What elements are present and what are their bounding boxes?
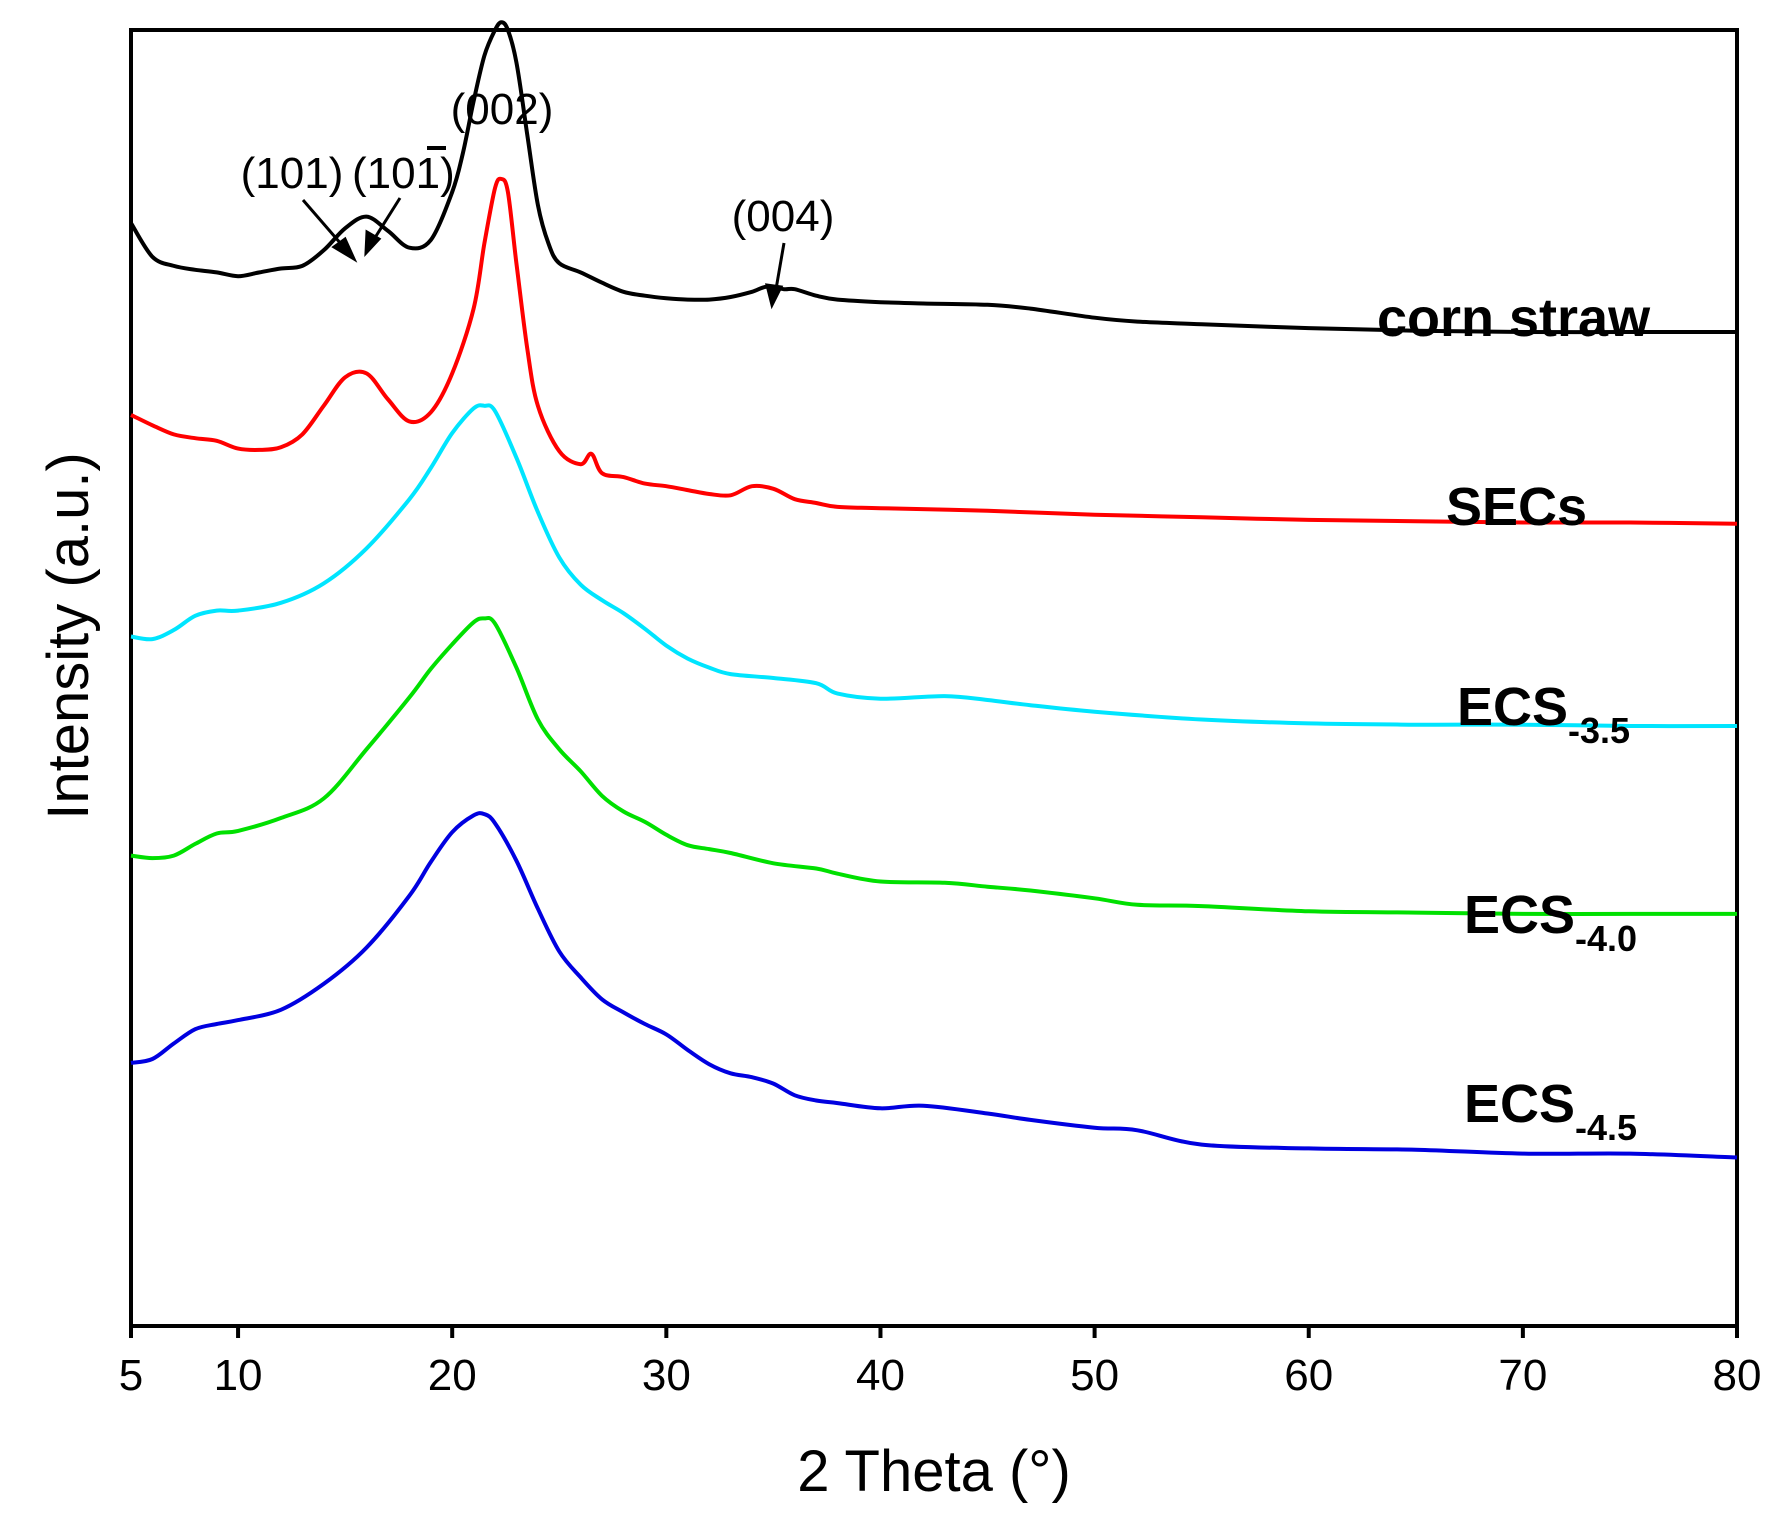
series-label-ecs-4-0: ECS-4.0 — [1464, 885, 1637, 959]
series-layer — [129, 20, 1738, 1160]
annotation-004: (004) — [732, 192, 835, 241]
annotation-10-1bar-digit: 1 — [416, 149, 440, 198]
x-tick-label-20: 20 — [428, 1351, 477, 1400]
x-tick-label-5: 5 — [119, 1351, 143, 1400]
x-tick-label-10: 10 — [214, 1351, 263, 1400]
series-line-secs — [130, 176, 1738, 526]
series-label-corn-straw: corn straw — [1377, 288, 1651, 348]
series-label-ecs-4-0-main: ECS — [1464, 885, 1575, 945]
x-axis: 5 10 20 30 40 50 60 70 80 — [119, 1326, 1762, 1400]
y-axis-title: Intensity (a.u.) — [36, 452, 101, 819]
annotation-arrows — [301, 197, 786, 310]
annotation-10-1bar-prefix: (10 — [352, 149, 416, 198]
series-line-corn-straw — [129, 20, 1737, 335]
x-tick-label-40: 40 — [856, 1351, 905, 1400]
series-label-ecs-4-5: ECS-4.5 — [1464, 1074, 1637, 1148]
x-tick-label-50: 50 — [1070, 1351, 1119, 1400]
annotation-10-1bar: (101) — [352, 149, 455, 198]
x-tick-label-60: 60 — [1284, 1351, 1333, 1400]
series-label-ecs-4-0-sub: -4.0 — [1575, 918, 1637, 959]
annotation-10-1bar-close: ) — [440, 149, 455, 198]
x-tick-label-80: 80 — [1713, 1351, 1762, 1400]
series-label-ecs-4-5-main: ECS — [1464, 1074, 1575, 1134]
plot-frame — [129, 28, 1739, 1328]
x-axis-title: 2 Theta (°) — [797, 1439, 1071, 1504]
arrow-10-1bar-head — [364, 229, 382, 258]
series-label-secs: SECs — [1446, 477, 1587, 537]
arrow-101-head — [331, 236, 358, 263]
series-line-ecs-4-0 — [130, 615, 1737, 916]
series-label-ecs-4-5-sub: -4.5 — [1575, 1107, 1637, 1148]
arrow-004-head — [765, 283, 784, 310]
x-tick-label-30: 30 — [642, 1351, 691, 1400]
series-line-ecs-3-5 — [130, 403, 1738, 729]
series-label-ecs-3-5-main: ECS — [1457, 677, 1568, 737]
series-label-ecs-3-5-sub: -3.5 — [1568, 710, 1630, 751]
series-line-ecs-4-5 — [130, 811, 1738, 1160]
annotation-002: (002) — [451, 85, 554, 134]
x-tick-label-70: 70 — [1498, 1351, 1547, 1400]
annotation-101: (101) — [241, 149, 344, 198]
series-label-ecs-3-5: ECS-3.5 — [1457, 677, 1630, 751]
